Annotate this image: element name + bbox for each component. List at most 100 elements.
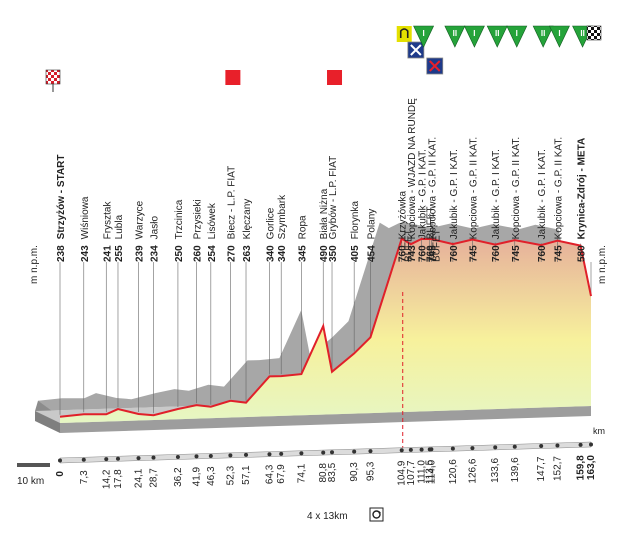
axis-km-label: 133,6 bbox=[490, 457, 501, 482]
axis-tick bbox=[429, 447, 434, 452]
waypoint-altitude: 345 bbox=[297, 245, 308, 262]
waypoint-name: Grybów - L.P. FIAT bbox=[328, 156, 339, 240]
axis-tick bbox=[299, 451, 304, 456]
waypoint-name: Krynica-Zdrój - META bbox=[577, 138, 588, 239]
waypoint-altitude: 243 bbox=[80, 245, 91, 262]
axis-km-label: 147,7 bbox=[536, 456, 547, 481]
axis-km-label: 113,5 bbox=[425, 459, 436, 484]
axis-tick bbox=[330, 450, 335, 455]
waypoint-altitude: 340 bbox=[265, 245, 276, 262]
waypoint-name: Kopciowa - G.P. II KAT. bbox=[553, 137, 564, 239]
waypoint-name: Jakubik - G.P. I KAT. bbox=[491, 149, 502, 239]
axis-tick bbox=[58, 458, 62, 463]
axis-tick bbox=[419, 447, 424, 452]
start-flag-icon bbox=[45, 69, 61, 85]
waypoint-altitude: 239 bbox=[135, 245, 146, 262]
axis-km-label: 36,2 bbox=[173, 467, 184, 487]
waypoint-label: 239 Warzyce bbox=[135, 200, 146, 262]
waypoint-label: 340 Gorlice bbox=[265, 207, 276, 262]
waypoint-name: Jasło bbox=[149, 216, 160, 240]
waypoint-label: 760 Jakubik - G.P. I KAT. bbox=[449, 149, 460, 262]
waypoint-label: 350 Grybów - L.P. FIAT bbox=[328, 156, 339, 262]
axis-tick bbox=[352, 449, 357, 454]
waypoint-altitude: 745 bbox=[553, 245, 564, 262]
waypoint-name: Jakubik - G.P. I KAT. bbox=[418, 149, 429, 239]
climb-category-label: I bbox=[473, 29, 475, 38]
altitude-unit-label-left: m n.p.m. bbox=[29, 245, 40, 284]
profile-fill-layer bbox=[60, 238, 591, 423]
waypoint-label: 340 Szymbark bbox=[277, 194, 288, 262]
waypoint-altitude: 760 bbox=[398, 245, 409, 262]
scale-bar: 10 km bbox=[17, 463, 50, 487]
waypoint-label: 760 Krzyżówka bbox=[398, 191, 409, 262]
waypoint-label: 345 Ropa bbox=[297, 215, 308, 262]
waypoint-label: 254 Lisówek bbox=[207, 202, 218, 262]
waypoint-altitude: 250 bbox=[174, 245, 185, 262]
waypoint-altitude: 743 bbox=[407, 245, 418, 262]
waypoint-name: Kopciowa - G.P. II KAT. bbox=[511, 137, 522, 239]
profile-line-layer bbox=[59, 237, 592, 418]
waypoint-label: 745 Kopciowa - G.P. II KAT. bbox=[511, 137, 522, 262]
axis-km-label: 95,3 bbox=[365, 461, 376, 481]
altitude-unit-label-right: m n.p.m. bbox=[597, 245, 608, 284]
axis-tick bbox=[279, 451, 284, 456]
waypoint-label: 234 Jasło bbox=[149, 216, 160, 262]
axis-km-label: 104,9 bbox=[397, 460, 408, 485]
waypoint-altitude: 580 bbox=[577, 245, 588, 262]
waypoint-name: Wiśniowa bbox=[80, 196, 91, 239]
axis-tick bbox=[578, 442, 583, 447]
axis-tick bbox=[175, 454, 180, 459]
waypoint-name: Kopciowa - G.P. II KAT. bbox=[468, 137, 479, 239]
waypoint-label: 580 Krynica-Zdrój - META bbox=[577, 138, 588, 262]
axis-km-label: 64,3 bbox=[264, 464, 275, 484]
waypoint-altitude: 270 bbox=[226, 245, 237, 262]
axis-tick bbox=[512, 444, 517, 449]
waypoint-altitude: 254 bbox=[207, 245, 218, 262]
axis-tick bbox=[115, 456, 120, 461]
waypoint-label: 260 Przysieki bbox=[192, 199, 203, 262]
waypoint-altitude: 263 bbox=[242, 245, 253, 262]
waypoint-label: 760 Jakubik - G.P. I KAT. bbox=[418, 149, 429, 262]
waypoint-name: BUFET bbox=[426, 207, 437, 240]
climb-category-icon bbox=[506, 25, 528, 48]
km-unit-label: km bbox=[593, 426, 605, 436]
axis-tick bbox=[368, 449, 373, 454]
climb-category-icon bbox=[486, 25, 508, 48]
waypoint-altitude: 260 bbox=[192, 245, 203, 262]
waypoint-altitude: 760 bbox=[426, 245, 437, 262]
x-glyph bbox=[429, 60, 441, 72]
axis-tick bbox=[589, 442, 593, 447]
waypoint-name: Biecz - L.P. FIAT bbox=[226, 166, 237, 240]
waypoint-name: Klęczany bbox=[242, 199, 253, 240]
axis-km-label: 83,5 bbox=[327, 462, 338, 482]
waypoint-name: Kopciowa - WJAZD NA RUNDĘ bbox=[407, 98, 418, 239]
waypoint-altitude: 760 bbox=[491, 245, 502, 262]
axis-km-label: 163,0 bbox=[586, 455, 597, 480]
axis-km-label: 14,2 bbox=[101, 469, 112, 489]
waypoint-altitude: 490 bbox=[319, 245, 330, 262]
climb-category-label: I bbox=[422, 29, 424, 38]
axis-km-label: 7,3 bbox=[79, 470, 90, 484]
axis-tick bbox=[208, 453, 213, 458]
waypoint-name: Trzcinica bbox=[174, 199, 185, 239]
waypoint-label: 760 Jakubik - G.P. I KAT. bbox=[537, 149, 548, 262]
u-turn-glyph bbox=[399, 28, 409, 38]
axis-km-label: 74,1 bbox=[296, 463, 307, 483]
waypoint-name: Krzyżówka bbox=[398, 191, 409, 240]
waypoint-name: Gorlice bbox=[265, 207, 276, 239]
scale-bar-label: 10 km bbox=[17, 476, 44, 487]
waypoint-label: 745 Kopciowa - G.P. II KAT. bbox=[427, 137, 438, 262]
bufet-label: BUFET bbox=[404, 229, 415, 262]
climb-category-icon bbox=[413, 25, 435, 48]
waypoint-label: 745 Kopciowa - G.P. II KAT. bbox=[553, 137, 564, 262]
waypoint-label: 250 Trzcinica bbox=[174, 199, 185, 262]
waypoint-name: Ropa bbox=[297, 215, 308, 239]
x-glyph bbox=[410, 44, 422, 56]
finish-flag-icon bbox=[586, 25, 602, 41]
climb-category-label: II bbox=[580, 29, 584, 38]
waypoint-name: Florynka bbox=[350, 201, 361, 240]
sprint-flag-icon bbox=[225, 70, 241, 85]
climb-category-icon bbox=[463, 25, 485, 48]
axis-tick bbox=[136, 456, 141, 461]
